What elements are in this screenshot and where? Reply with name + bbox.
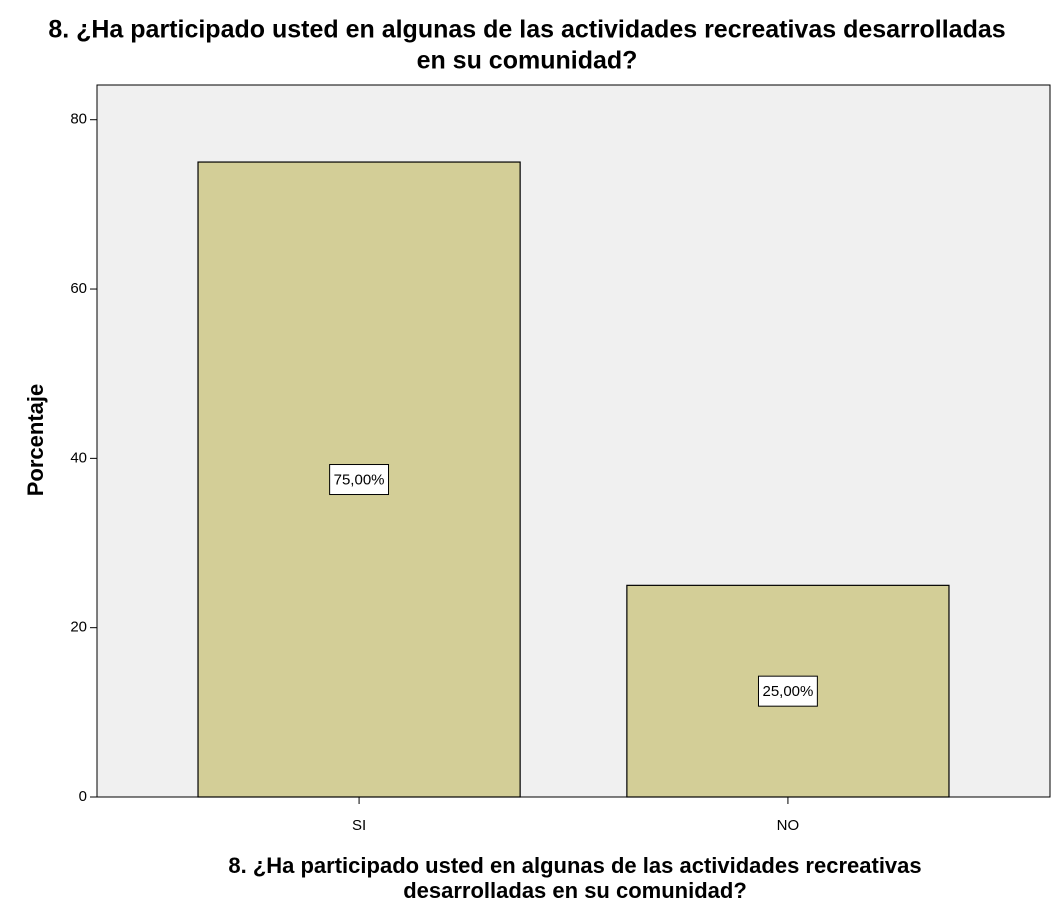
chart-title: en su comunidad?: [417, 47, 638, 75]
value-label: 75,00%: [334, 471, 385, 488]
value-label: 25,00%: [762, 683, 813, 700]
y-tick-label: 0: [79, 788, 87, 805]
y-tick-label: 60: [70, 280, 87, 297]
x-axis-label: desarrolladas en su comunidad?: [403, 878, 747, 903]
chart-title: 8. ¿Ha participado usted en algunas de l…: [48, 16, 1005, 44]
y-tick-label: 40: [70, 449, 87, 466]
x-tick-label: NO: [777, 817, 800, 834]
x-tick-label: SI: [352, 817, 366, 834]
y-axis-label: Porcentaje: [23, 384, 48, 497]
value-label-box: [757, 675, 818, 707]
y-tick-label: 80: [70, 111, 87, 128]
value-label-box: [329, 464, 390, 496]
y-tick-label: 20: [70, 619, 87, 636]
x-axis-label: 8. ¿Ha participado usted en algunas de l…: [228, 853, 921, 878]
